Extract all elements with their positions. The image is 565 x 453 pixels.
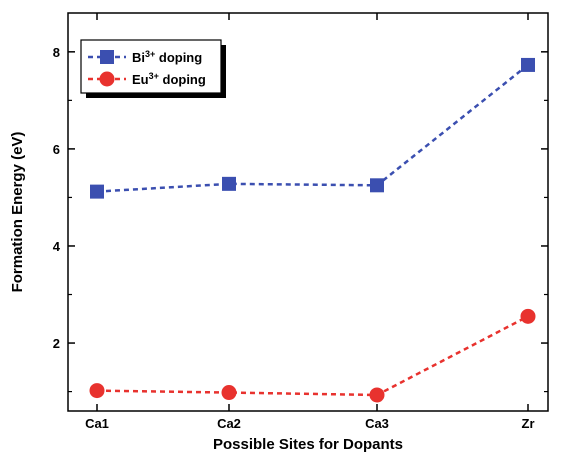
data-point — [521, 57, 535, 72]
legend-label: Bi3+ doping — [132, 49, 202, 65]
plot-frame — [67, 12, 549, 412]
data-point — [520, 308, 536, 324]
data-point — [89, 383, 105, 399]
legend-marker — [99, 71, 115, 87]
y-tick-label: 8 — [53, 45, 60, 60]
data-point — [370, 178, 384, 193]
y-tick-label: 6 — [53, 142, 60, 157]
series-line — [96, 63, 529, 193]
series-line — [96, 315, 529, 397]
legend-marker — [100, 50, 114, 64]
data-point — [90, 184, 104, 199]
x-axis-label: Possible Sites for Dopants — [213, 436, 403, 453]
legend-label: Eu3+ doping — [132, 71, 206, 87]
data-point — [222, 176, 236, 191]
x-tick-label: Ca3 — [365, 416, 389, 431]
x-tick-label: Ca2 — [217, 416, 241, 431]
x-tick-label: Ca1 — [85, 416, 109, 431]
y-tick-label: 4 — [53, 239, 61, 254]
x-tick-label: Zr — [522, 416, 535, 431]
data-point — [369, 387, 385, 403]
y-axis-label: Formation Energy (eV) — [9, 132, 26, 293]
legend: Bi3+ doping Eu3+ doping — [80, 39, 226, 98]
series-layer — [89, 57, 536, 403]
y-tick-label: 2 — [53, 336, 60, 351]
data-point — [221, 385, 237, 401]
